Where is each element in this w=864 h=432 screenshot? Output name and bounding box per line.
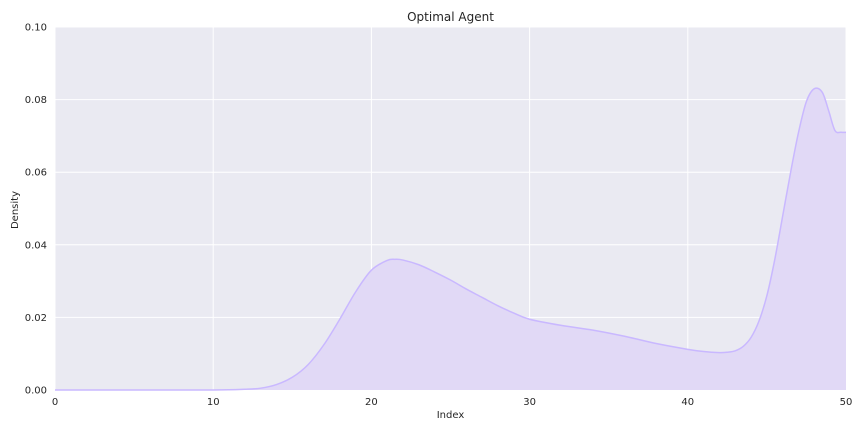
x-tick-label: 10 [207, 397, 220, 408]
y-tick-label: 0.08 [25, 95, 47, 106]
x-tick-label: 50 [840, 397, 853, 408]
x-tick-label: 20 [365, 397, 378, 408]
x-tick-label: 0 [52, 397, 58, 408]
y-tick-label: 0.06 [25, 168, 47, 179]
x-axis-ticks: 0 10 20 30 40 50 [52, 397, 853, 408]
y-tick-label: 0.02 [25, 313, 47, 324]
y-axis-ticks: 0.00 0.02 0.04 0.06 0.08 0.10 [25, 23, 47, 397]
x-tick-label: 40 [681, 397, 694, 408]
y-tick-label: 0.04 [25, 240, 47, 251]
density-area-fill [55, 88, 846, 390]
density-line [55, 87, 847, 391]
y-tick-label: 0.10 [25, 23, 47, 34]
y-tick-label: 0.00 [25, 386, 47, 397]
x-axis-label: Index [437, 410, 465, 421]
chart-title: Optimal Agent [407, 10, 494, 24]
y-axis-label: Density [10, 191, 21, 229]
x-tick-label: 30 [523, 397, 536, 408]
